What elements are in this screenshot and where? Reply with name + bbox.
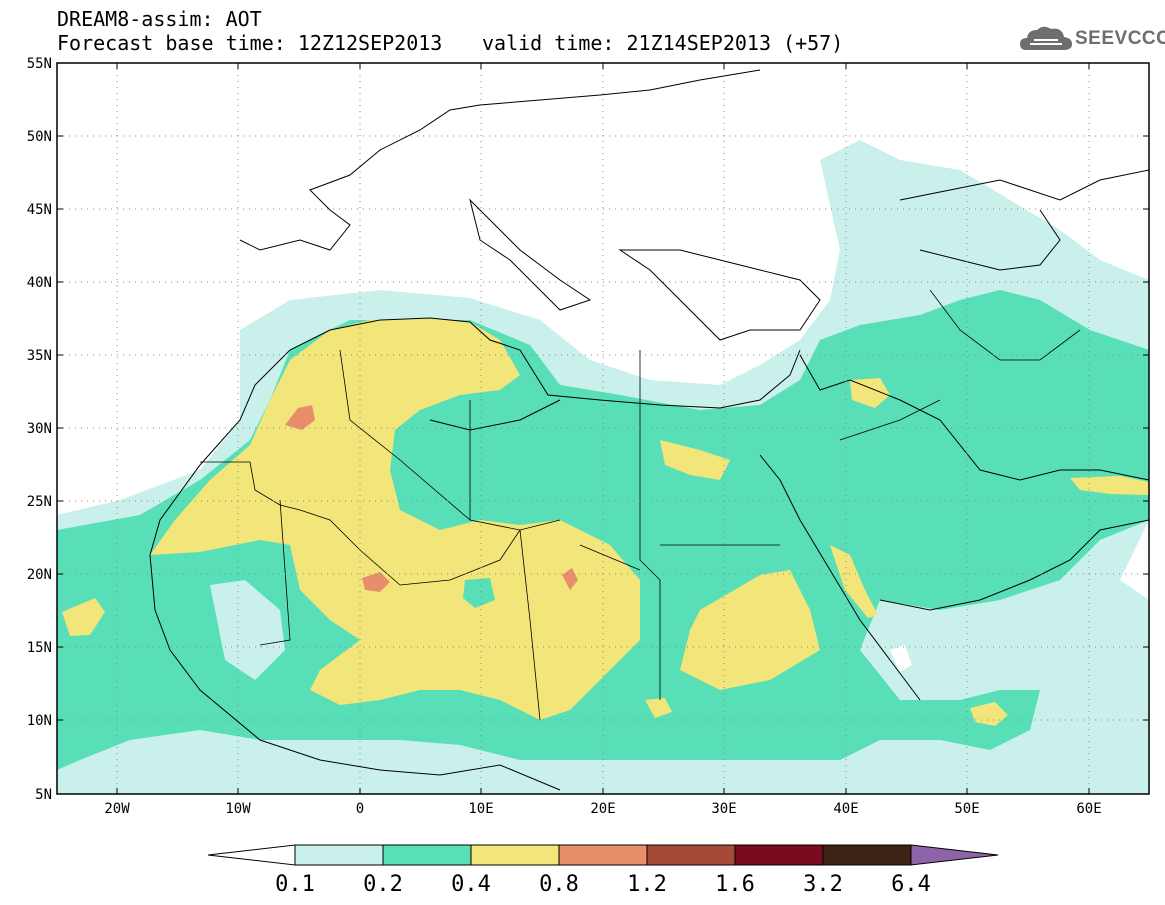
valid-time: valid time: 21Z14SEP2013 (+57) xyxy=(482,31,844,55)
lat-label: 5N xyxy=(35,787,52,803)
aot-band-0.4-arabian xyxy=(970,702,1008,726)
colorbar-bin xyxy=(646,844,736,866)
lat-label: 20N xyxy=(27,567,52,583)
country-borders xyxy=(200,289,1081,721)
colorbar-label: 6.4 xyxy=(891,872,931,897)
lon-label: 10E xyxy=(468,801,493,817)
colorbar-bin xyxy=(470,844,560,866)
latitude-labels: 55N 50N 45N 40N 35N 30N 25N 20N 15N 10N … xyxy=(27,56,52,803)
aot-band-0.4-sudan xyxy=(680,570,820,690)
lat-label: 10N xyxy=(27,713,52,729)
lat-label: 30N xyxy=(27,421,52,437)
aot-band-0.4-redsea xyxy=(830,545,878,618)
lon-label: 0 xyxy=(356,801,364,817)
aot-map: 55N 50N 45N 40N 35N 30N 25N 20N 15N 10N … xyxy=(27,56,1150,817)
axis-ticks xyxy=(57,62,1149,795)
aot-band-0.4-capeverde xyxy=(62,598,105,636)
logo-text: SEEVCCC xyxy=(1075,28,1165,49)
aot-band-0.4-gulf xyxy=(1070,476,1149,495)
colorbar-label: 0.4 xyxy=(451,872,491,897)
aot-gap xyxy=(890,645,912,672)
forecast-base-time: Forecast base time: 12Z12SEP2013 xyxy=(57,31,443,55)
lat-label: 45N xyxy=(27,202,52,218)
lat-label: 15N xyxy=(27,640,52,656)
colorbar-label: 3.2 xyxy=(803,872,843,897)
colorbar-bin xyxy=(734,844,824,866)
gridlines xyxy=(57,63,1149,794)
aot-gap xyxy=(210,580,285,680)
lon-label: 20W xyxy=(104,801,130,817)
lon-label: 30E xyxy=(711,801,736,817)
colorbar: 0.1 0.2 0.4 0.8 1.2 1.6 3.2 6.4 xyxy=(207,844,999,897)
colorbar-under-arrow xyxy=(207,844,296,866)
longitude-labels: 20W 10W 0 10E 20E 30E 40E 50E 60E xyxy=(104,801,1101,817)
lat-label: 35N xyxy=(27,348,52,364)
colorbar-over-arrow xyxy=(910,844,999,866)
aot-island xyxy=(545,465,562,498)
colorbar-label: 0.8 xyxy=(539,872,579,897)
lon-label: 10W xyxy=(225,801,251,817)
aot-band-0.4-egypt xyxy=(660,440,730,480)
colorbar-label: 1.2 xyxy=(627,872,667,897)
colorbar-label: 1.6 xyxy=(715,872,755,897)
lat-label: 25N xyxy=(27,494,52,510)
colorbar-bin xyxy=(822,844,912,866)
colorbar-label: 0.2 xyxy=(363,872,403,897)
seevccc-logo: SEEVCCC xyxy=(1018,22,1165,58)
coastlines xyxy=(149,69,1150,791)
aot-band-0.4-iraq xyxy=(850,378,890,408)
cloud-icon xyxy=(1020,26,1072,50)
aot-contours xyxy=(57,140,1149,794)
colorbar-bin xyxy=(382,844,472,866)
lon-label: 20E xyxy=(590,801,615,817)
aot-band-0.4-west xyxy=(150,318,640,720)
lon-label: 60E xyxy=(1076,801,1101,817)
lat-label: 50N xyxy=(27,129,52,145)
aot-band-0.8 xyxy=(285,405,315,430)
aot-band-0.8 xyxy=(362,572,390,592)
aot-island xyxy=(463,578,495,608)
colorbar-bin xyxy=(294,844,384,866)
colorbar-bin xyxy=(558,844,648,866)
map-title: DREAM8-assim: AOT xyxy=(57,7,262,31)
lat-label: 55N xyxy=(27,56,52,72)
lon-label: 50E xyxy=(954,801,979,817)
colorbar-label: 0.1 xyxy=(275,872,315,897)
lon-label: 40E xyxy=(833,801,858,817)
aot-band-0.4-nigeria xyxy=(645,698,672,718)
lat-label: 40N xyxy=(27,275,52,291)
